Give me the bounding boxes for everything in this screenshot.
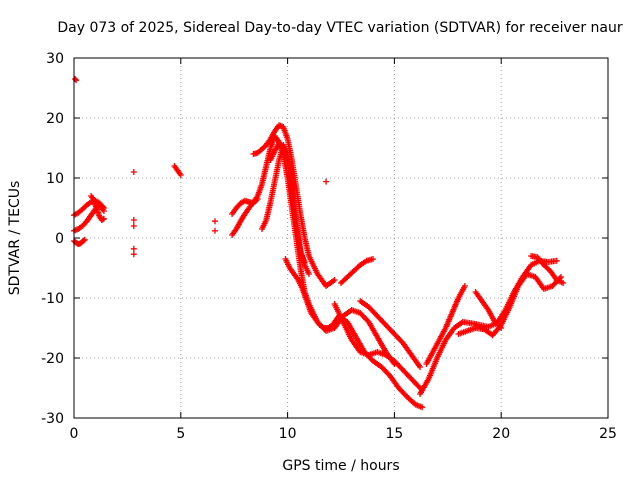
series-arc-3: [88, 193, 107, 223]
data-point: [177, 172, 184, 178]
x-tick-label: 10: [279, 426, 297, 442]
data-point: [211, 218, 218, 225]
series-arc-7: [229, 196, 261, 217]
series-arc-11: [282, 256, 426, 411]
data-point: [305, 271, 312, 277]
x-tick-label: 0: [70, 426, 79, 442]
data-point: [553, 257, 560, 264]
axis-ticks: [73, 57, 609, 419]
data-point: [254, 196, 261, 202]
data-point: [130, 251, 137, 258]
series-arc-16: [423, 283, 468, 367]
y-tick-label: 30: [46, 51, 64, 67]
series-arc-14: [357, 298, 424, 370]
y-tick-label: 0: [55, 231, 64, 247]
x-tick-label: 25: [599, 426, 617, 442]
x-axis-label: GPS time / hours: [282, 458, 399, 474]
data-points: [71, 76, 567, 411]
data-point: [419, 404, 426, 411]
y-tick-label: 20: [46, 111, 64, 127]
data-point: [415, 383, 422, 390]
data-point: [211, 227, 218, 234]
series-arc-18: [472, 289, 505, 331]
data-point: [461, 283, 468, 289]
data-point: [100, 208, 107, 214]
grid-lines: [74, 58, 608, 418]
data-point: [496, 323, 503, 330]
series-arc-10: [267, 140, 308, 265]
data-point: [80, 237, 87, 244]
data-point: [279, 143, 286, 150]
y-tick-label: -10: [41, 291, 64, 307]
data-point: [130, 223, 137, 229]
data-point: [130, 245, 137, 252]
data-point: [498, 325, 505, 331]
series-arc-13: [338, 256, 377, 286]
data-point: [558, 274, 565, 280]
y-tick-label: -30: [41, 411, 64, 427]
data-point: [130, 217, 137, 223]
series-arc-12: [331, 301, 424, 391]
x-tick-label: 20: [492, 426, 510, 442]
y-tick-label: 10: [46, 171, 64, 187]
data-point: [560, 280, 567, 286]
series-arc-17: [455, 271, 565, 339]
data-point: [417, 364, 424, 370]
x-tick-label: 5: [176, 426, 185, 442]
series-arc-6: [229, 133, 398, 367]
series-isolated: [72, 76, 330, 258]
x-tick-label: 15: [385, 426, 403, 442]
chart-title: Day 073 of 2025, Sidereal Day-to-day VTE…: [57, 20, 623, 36]
data-point: [370, 256, 377, 262]
data-point: [331, 277, 338, 283]
data-point: [100, 215, 107, 222]
y-axis-label: SDTVAR / TECUs: [7, 181, 23, 296]
y-tick-label: -20: [41, 351, 64, 367]
data-point: [301, 259, 308, 265]
series-arc-8: [250, 122, 338, 289]
y-tick-labels: -30 -20 -10 0 10 20 30: [41, 51, 64, 427]
x-tick-labels: 0 5 10 15 20 25: [70, 426, 617, 442]
data-point: [323, 178, 330, 185]
series-arc-4: [71, 236, 88, 247]
series-arc-5: [171, 163, 184, 178]
data-point: [130, 169, 137, 175]
data-point: [72, 76, 79, 82]
data-point: [81, 236, 88, 243]
series-arc-19: [528, 253, 567, 286]
